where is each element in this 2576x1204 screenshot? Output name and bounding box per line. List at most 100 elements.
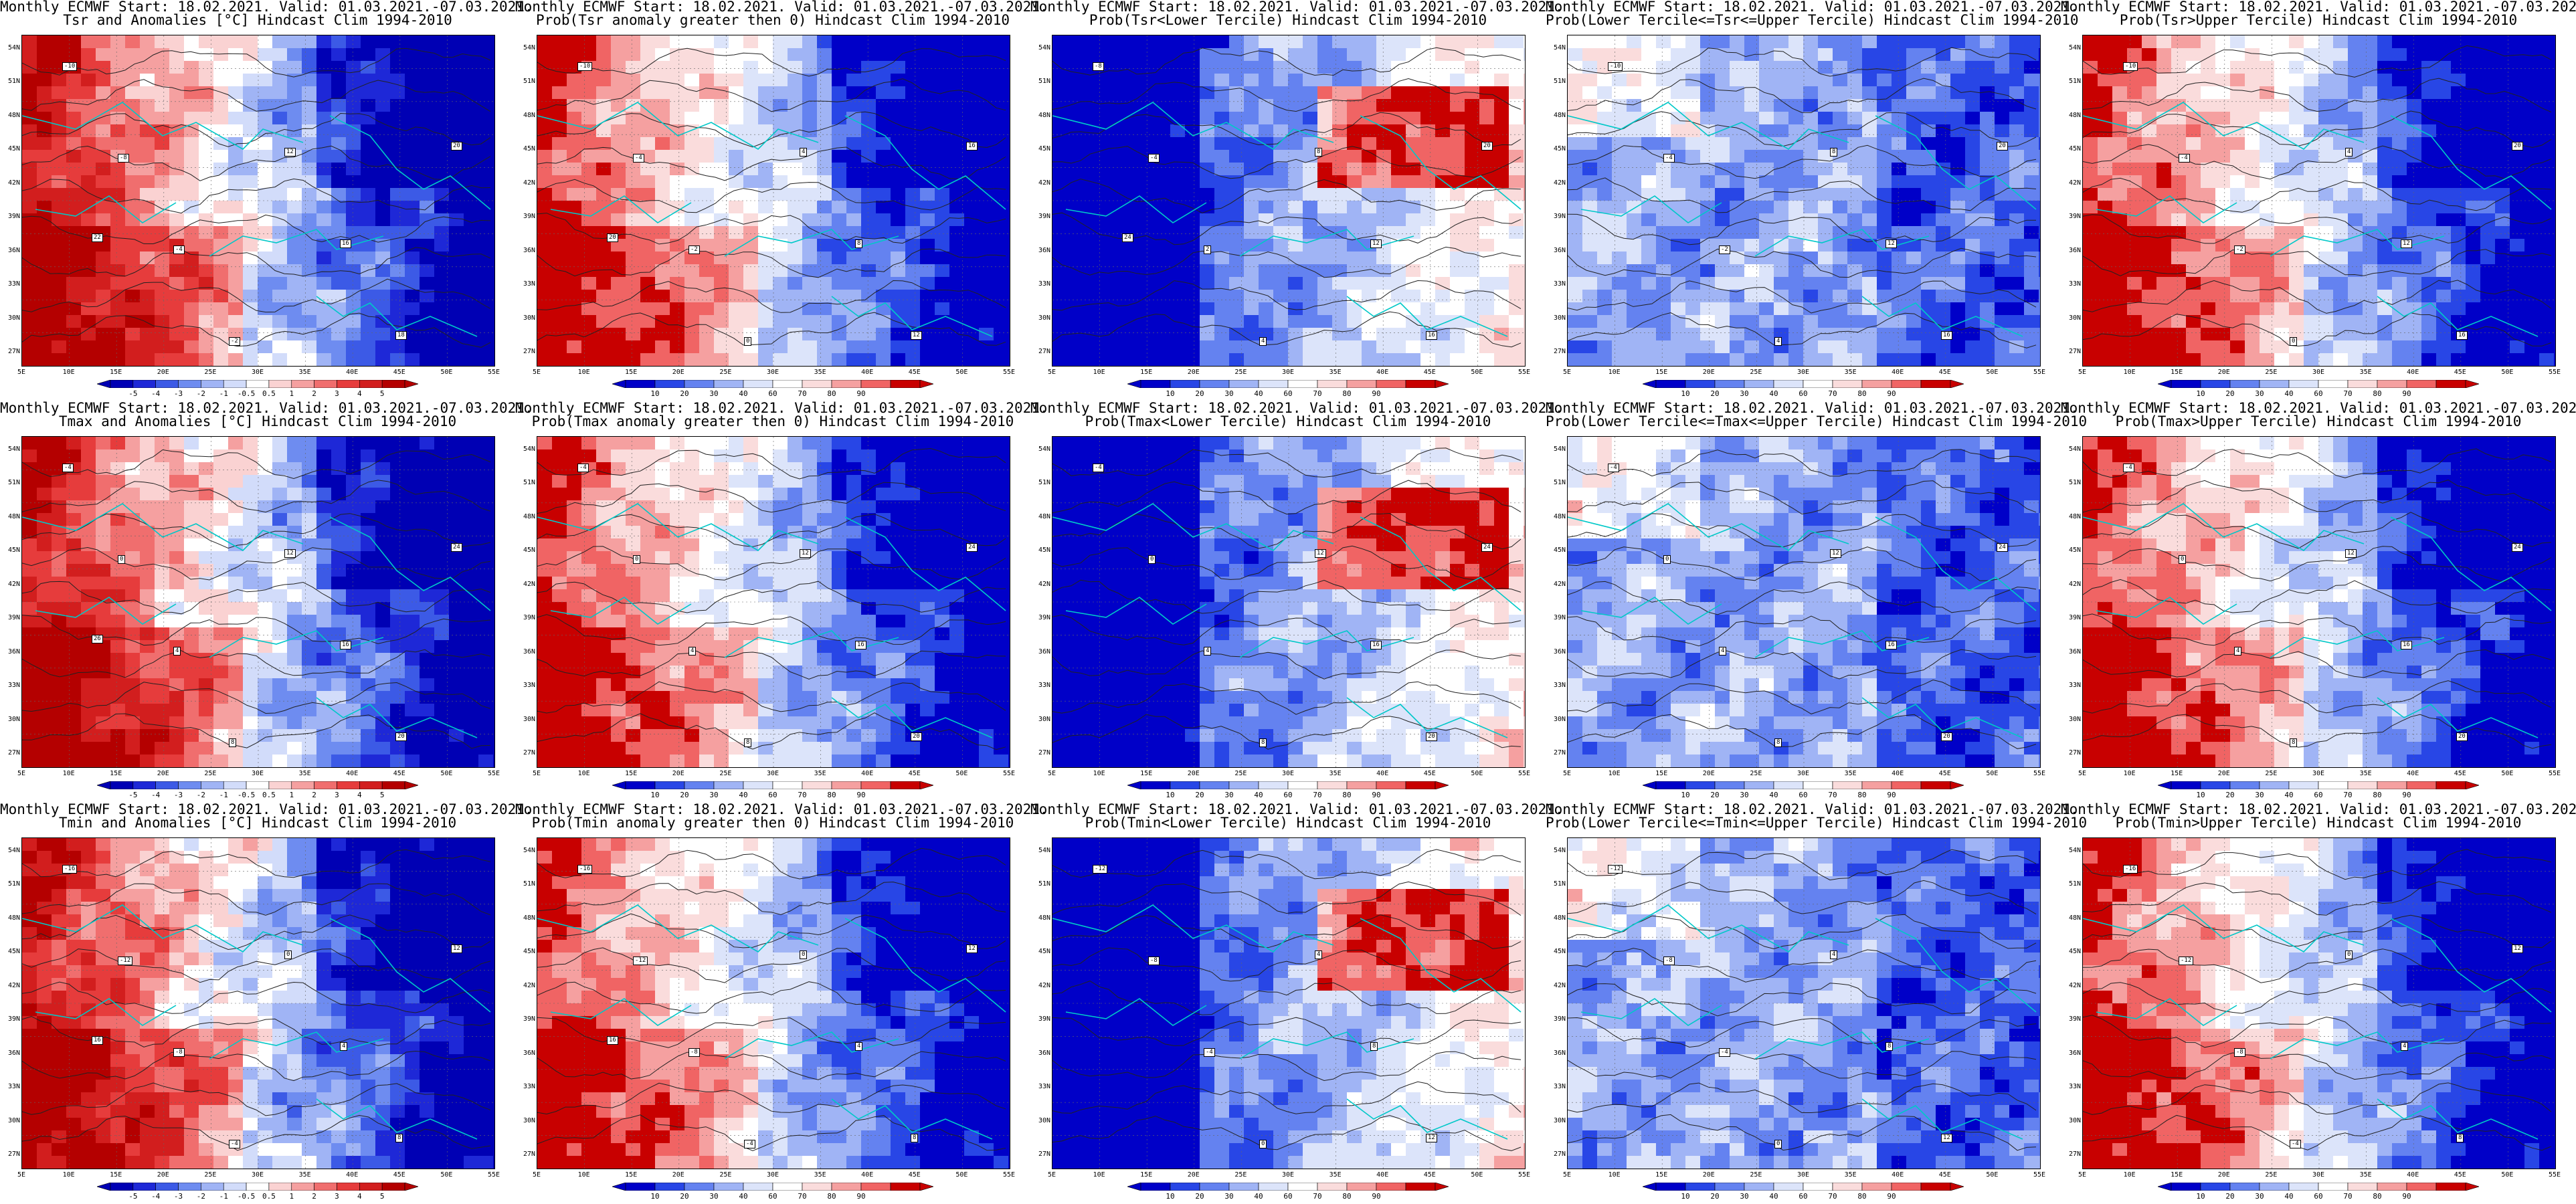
shading-cell	[464, 315, 479, 328]
shading-cell	[2260, 252, 2275, 265]
shading-cell	[2201, 315, 2216, 328]
shading-cell	[2024, 48, 2039, 62]
shading-cell	[1494, 201, 1509, 214]
shading-cell	[361, 315, 376, 328]
shading-cell	[66, 48, 82, 62]
shading-cell	[66, 99, 82, 112]
colorbar-segment	[201, 380, 224, 388]
shading-cell	[1568, 150, 1583, 163]
shading-cell	[1391, 61, 1406, 74]
shading-cell	[1170, 99, 1186, 112]
shading-cell	[287, 35, 302, 49]
shading-cell	[37, 264, 52, 278]
shading-cell	[1950, 48, 1966, 62]
shading-cell	[2318, 61, 2334, 74]
shading-cell	[1391, 188, 1406, 201]
shading-cell	[272, 48, 288, 62]
shading-cell	[140, 35, 155, 49]
shading-cell	[1347, 124, 1362, 138]
shading-cell	[537, 86, 553, 100]
shading-cell	[729, 302, 744, 316]
shading-cell	[2318, 315, 2334, 328]
shading-cell	[1420, 74, 1436, 87]
shading-cell	[802, 201, 818, 214]
shading-cell	[699, 48, 715, 62]
shading-cell	[1052, 340, 1068, 354]
shading-cell	[758, 163, 773, 176]
shading-cell	[655, 61, 670, 74]
shading-cell	[1818, 239, 1833, 252]
shading-cell	[272, 61, 288, 74]
shading-cell	[184, 137, 199, 150]
contour-label: 2	[1204, 245, 1212, 254]
shading-cell	[1362, 353, 1377, 366]
shading-cell	[920, 99, 935, 112]
shading-cell	[1700, 328, 1716, 341]
shading-cell	[1067, 302, 1083, 316]
shading-cell	[2098, 290, 2113, 303]
shading-cell	[96, 353, 111, 366]
shading-cell	[449, 449, 464, 463]
shading-cell	[1494, 252, 1509, 265]
shading-cell	[1082, 99, 1097, 112]
shading-cell	[1759, 124, 1774, 138]
shading-cell	[1288, 188, 1303, 201]
shading-cell	[464, 188, 479, 201]
longitude-tick-label: 50E	[440, 369, 453, 376]
shading-cell	[537, 35, 553, 49]
shading-cell	[2245, 86, 2260, 100]
shading-cell	[316, 277, 332, 290]
shading-cell	[891, 328, 906, 341]
shading-cell	[537, 175, 553, 189]
shading-cell	[1214, 35, 1230, 49]
shading-cell	[2245, 239, 2260, 252]
shading-cell	[1465, 353, 1480, 366]
shading-cell	[1582, 277, 1598, 290]
shading-cell	[1126, 252, 1141, 265]
shading-cell	[1465, 264, 1480, 278]
shading-cell	[2495, 328, 2510, 341]
shading-cell	[2215, 74, 2231, 87]
shading-cell	[1715, 264, 1730, 278]
shading-cell	[213, 437, 229, 450]
shading-cell	[1833, 99, 1848, 112]
shading-cell	[1685, 86, 1701, 100]
colorbar-segment	[831, 380, 862, 388]
shading-cell	[876, 213, 891, 227]
shading-cell	[1008, 290, 1010, 303]
shading-cell	[96, 150, 111, 163]
shading-cell	[287, 213, 302, 227]
shading-cell	[420, 239, 435, 252]
shading-cell	[655, 340, 670, 354]
shading-cell	[670, 201, 685, 214]
shading-cell	[1582, 340, 1598, 354]
shading-cell	[478, 353, 494, 366]
shading-cell	[52, 201, 67, 214]
shading-cell	[1803, 99, 1819, 112]
shading-cell	[2377, 74, 2393, 87]
shading-cell	[258, 449, 273, 463]
shading-cell	[125, 239, 141, 252]
shading-cell	[155, 99, 170, 112]
shading-cell	[2333, 124, 2349, 138]
temperature-contour	[537, 179, 1006, 213]
shading-cell	[493, 264, 494, 278]
shading-cell	[552, 124, 567, 138]
shading-cell	[2260, 213, 2275, 227]
longitude-tick-label: 15E	[1655, 369, 1668, 376]
shading-cell	[1641, 201, 1657, 214]
shading-cell	[125, 48, 141, 62]
shading-cell	[169, 99, 185, 112]
shading-cell	[493, 99, 494, 112]
shading-cell	[1803, 48, 1819, 62]
shading-cell	[1715, 61, 1730, 74]
shading-cell	[1082, 290, 1097, 303]
shading-cell	[684, 290, 700, 303]
shading-cell	[2304, 137, 2319, 150]
shading-cell	[1244, 48, 1259, 62]
shading-cell	[375, 449, 391, 463]
shading-cell	[2436, 213, 2452, 227]
shading-cell	[1347, 315, 1362, 328]
shading-cell	[2348, 61, 2363, 74]
shading-cell	[434, 488, 450, 501]
